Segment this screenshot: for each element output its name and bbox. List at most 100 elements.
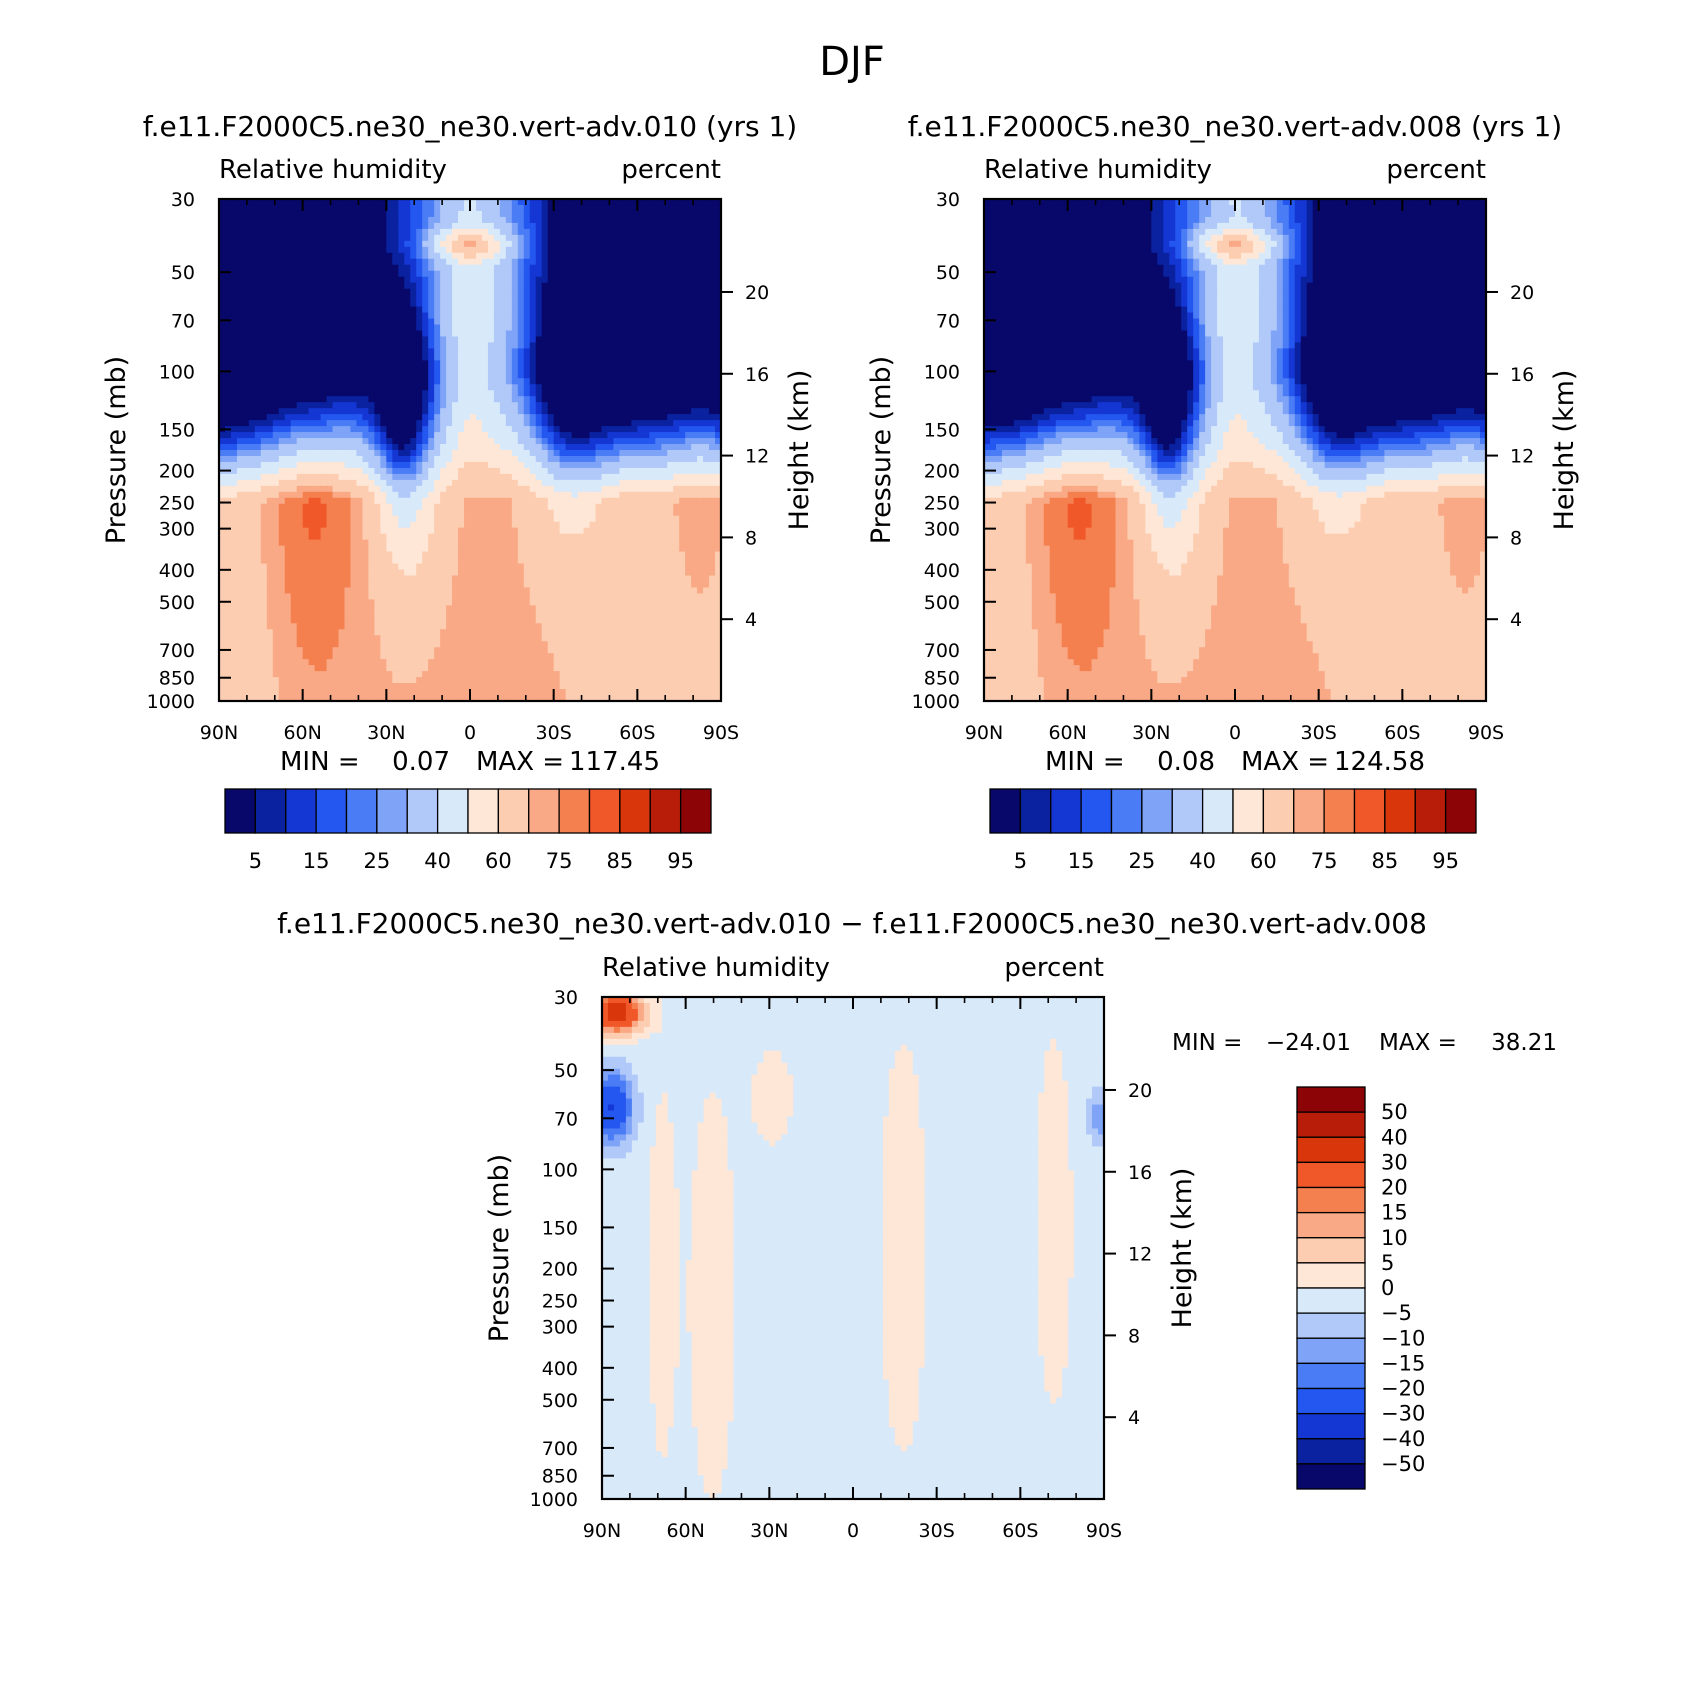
contour-cell: [499, 402, 507, 409]
contour-cell: [290, 491, 298, 499]
contour-cell: [517, 420, 525, 427]
contour-cell: [350, 264, 358, 272]
contour-cell: [386, 396, 393, 403]
contour-cell: [278, 515, 286, 523]
contour-cell: [368, 270, 375, 278]
contour-cell: [703, 455, 710, 463]
contour-cell: [565, 396, 573, 403]
contour-cell: [470, 246, 477, 254]
contour-cell: [278, 491, 286, 499]
contour-cell: [607, 378, 615, 385]
contour-cell: [571, 354, 579, 361]
contour-cell: [470, 414, 477, 421]
contour-cell: [470, 533, 477, 541]
contour-cell: [248, 222, 256, 230]
contour-cell: [356, 473, 364, 481]
contour-cell: [679, 276, 686, 284]
contour-cell: [302, 216, 310, 224]
contour-cell: [601, 222, 609, 230]
contour-cell: [559, 240, 567, 248]
contour-cell: [422, 521, 429, 529]
contour-cell: [673, 366, 680, 373]
contour-cell: [559, 509, 567, 517]
contour-cell: [673, 246, 680, 254]
contour-cell: [464, 503, 471, 511]
contour-cell: [416, 336, 423, 344]
contour-cell: [380, 485, 387, 493]
contour-cell: [649, 479, 656, 487]
contour-cell: [302, 210, 310, 218]
contour-cell: [607, 240, 615, 248]
contour-cell: [374, 509, 381, 517]
contour-cell: [440, 306, 447, 314]
contour-cell: [272, 264, 280, 272]
contour-cell: [511, 414, 519, 421]
contour-cell: [284, 485, 292, 493]
contour-cell: [541, 336, 549, 344]
contour-cell: [535, 450, 543, 457]
contour-cell: [260, 378, 268, 385]
contour-cell: [302, 246, 310, 254]
contour-cell: [505, 414, 513, 421]
contour-cell: [452, 515, 459, 523]
contour-cell: [559, 199, 567, 206]
contour-cell: [541, 461, 549, 469]
contour-cell: [308, 396, 316, 403]
contour-cell: [219, 306, 226, 314]
contour-cell: [679, 473, 686, 481]
contour-cell: [386, 473, 393, 481]
contour-cell: [481, 372, 489, 379]
contour-cell: [266, 509, 274, 517]
contour-cell: [452, 216, 459, 224]
contour-cell: [589, 467, 597, 475]
contour-cell: [386, 204, 393, 212]
contour-cell: [458, 467, 465, 475]
contour-cell: [320, 312, 328, 320]
contour-cell: [703, 366, 710, 373]
contour-cell: [344, 485, 352, 493]
contour-cell: [386, 414, 393, 421]
contour-cell: [404, 366, 411, 373]
contour-cell: [416, 450, 423, 457]
contour-cell: [679, 348, 686, 355]
contour-cell: [589, 240, 597, 248]
contour-cell: [440, 222, 447, 230]
contour-cell: [338, 378, 346, 385]
contour-cell: [254, 473, 262, 481]
contour-cell: [577, 444, 585, 451]
contour-cell: [535, 276, 543, 284]
contour-cell: [428, 324, 435, 332]
contour-cell: [470, 497, 477, 505]
contour-cell: [398, 228, 405, 236]
contour-cell: [547, 539, 555, 547]
contour-cell: [631, 336, 638, 344]
contour-cell: [553, 390, 561, 397]
contour-cell: [487, 282, 495, 290]
contour-cell: [475, 204, 483, 212]
contour-cell: [344, 228, 352, 236]
contour-cell: [344, 330, 352, 338]
contour-cell: [284, 551, 292, 559]
contour-cell: [595, 414, 603, 421]
contour-cell: [308, 342, 316, 350]
contour-cell: [643, 288, 650, 296]
contour-cell: [643, 491, 650, 499]
contour-cell: [589, 306, 597, 314]
contour-cell: [487, 527, 495, 535]
contour-cell: [452, 503, 459, 511]
contour-cell: [296, 276, 304, 284]
contour-cell: [499, 246, 507, 254]
contour-cell: [697, 420, 704, 427]
contour-cell: [655, 509, 662, 517]
contour-cell: [667, 216, 674, 224]
contour-cell: [242, 306, 250, 314]
contour-cell: [511, 432, 519, 439]
contour-cell: [470, 485, 477, 493]
contour-cell: [440, 258, 447, 266]
contour-cell: [637, 438, 644, 445]
contour-cell: [643, 461, 650, 469]
contour-cell: [326, 527, 334, 535]
contour-cell: [529, 336, 537, 344]
contour-cell: [631, 479, 638, 487]
contour-cell: [398, 426, 405, 433]
